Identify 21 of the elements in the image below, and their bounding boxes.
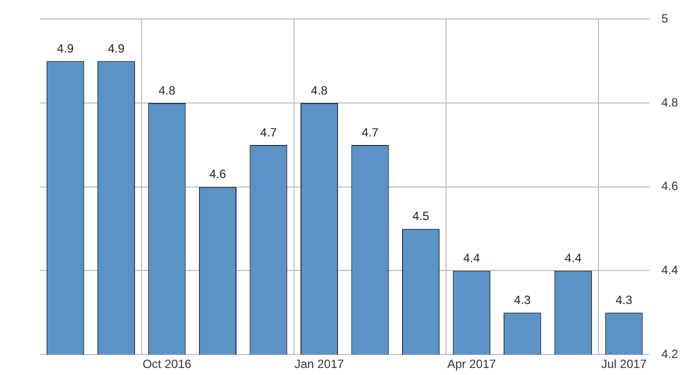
data-label: 4.4	[564, 251, 582, 266]
data-label: 4.9	[57, 41, 74, 56]
x-tick-label: Apr 2017	[447, 357, 496, 372]
data-label: 4.3	[514, 292, 532, 307]
y-tick-label: 4.6	[661, 179, 678, 194]
data-label: 4.4	[463, 251, 480, 266]
y-tick-label: 4.2	[661, 346, 678, 361]
y-tick-label: 5	[661, 12, 668, 26]
x-tick-label: Oct 2016	[142, 357, 192, 372]
data-label: 4.3	[616, 292, 633, 307]
data-label: 4.8	[158, 83, 176, 98]
data-label: 4.7	[260, 125, 278, 140]
data-label: 4.7	[362, 125, 379, 140]
y-tick-label: 4.8	[661, 95, 678, 110]
data-label: 4.6	[209, 167, 226, 182]
data-label: 4.8	[310, 83, 328, 98]
y-tick-label: 4.4	[661, 263, 678, 278]
data-label: 4.5	[412, 209, 430, 224]
x-tick-label: Jan 2017	[294, 357, 344, 372]
data-label: 4.9	[108, 41, 125, 56]
x-tick-label: Jul 2017	[601, 357, 647, 372]
